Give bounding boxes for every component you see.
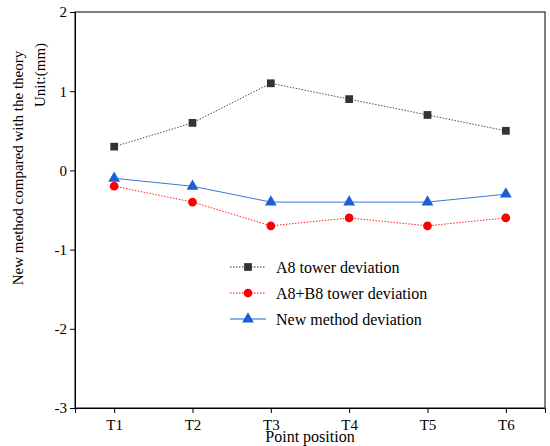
legend-marker xyxy=(242,312,254,322)
y-tick-label: 1 xyxy=(60,84,68,100)
plot: -3-2-1012T1T2T3T4T5T6A8 tower deviationA… xyxy=(55,4,546,432)
legend-label: New method deviation xyxy=(276,311,422,328)
y-tick: 1 xyxy=(60,84,76,100)
series-marker xyxy=(187,179,199,189)
series-line xyxy=(114,186,506,226)
legend-marker xyxy=(244,289,253,298)
series-marker xyxy=(110,143,118,151)
x-tick-mark xyxy=(271,408,272,413)
legend-entry: New method deviation xyxy=(230,311,422,328)
series-marker xyxy=(424,111,432,119)
x-tick: T6 xyxy=(498,408,515,433)
series-line xyxy=(114,83,506,146)
x-axis-line xyxy=(76,409,546,414)
series-marker xyxy=(110,182,119,191)
y-tick-mark xyxy=(70,408,75,409)
x-axis-title: Point position xyxy=(265,428,354,446)
y-axis-title: Unit:(mm) xyxy=(32,43,49,107)
y-tick-label: 0 xyxy=(60,163,68,179)
x-tick: T2 xyxy=(185,408,202,433)
y-tick-mark xyxy=(70,91,75,92)
y-tick-label: 2 xyxy=(60,4,68,20)
series-marker xyxy=(423,221,432,230)
x-tick-mark xyxy=(349,408,350,413)
series-marker xyxy=(265,195,277,205)
series-marker xyxy=(108,172,120,182)
y-tick-mark xyxy=(70,170,75,171)
legend-label: A8 tower deviation xyxy=(276,259,400,276)
series-marker xyxy=(189,119,197,127)
series-marker xyxy=(501,214,510,223)
series-marker xyxy=(267,79,275,87)
y-axis: -3 -2 -1 0 1 2 xyxy=(55,4,76,416)
plot-frame xyxy=(75,12,545,408)
legend-entry: A8 tower deviation xyxy=(230,259,400,276)
y-tick: 0 xyxy=(60,163,76,179)
y-axis-line xyxy=(70,13,76,409)
y-tick: -1 xyxy=(55,242,76,258)
series-marker xyxy=(345,95,353,103)
x-tick-mark xyxy=(114,408,115,413)
legend-entry: A8+B8 tower deviation xyxy=(230,285,427,302)
y-tick: 2 xyxy=(60,4,76,20)
y-axis-title: New method compared with the theory xyxy=(10,50,26,285)
x-tick-label: T5 xyxy=(420,417,437,433)
series-marker xyxy=(345,214,354,223)
y-tick-mark xyxy=(70,12,75,13)
x-tick-label: T6 xyxy=(498,417,515,433)
y-tick-mark xyxy=(70,250,75,251)
y-tick-mark xyxy=(70,329,75,330)
legend-marker xyxy=(244,263,252,271)
y-tick-label: -3 xyxy=(55,400,68,416)
series-marker xyxy=(266,221,275,230)
chart: -3-2-1012T1T2T3T4T5T6A8 tower deviationA… xyxy=(0,0,550,446)
x-tick-mark xyxy=(506,408,507,413)
x-tick-label: T1 xyxy=(106,417,123,433)
series-marker xyxy=(343,195,355,205)
x-tick: T5 xyxy=(420,408,437,433)
data-layer xyxy=(108,79,511,230)
series-marker xyxy=(422,195,434,205)
series-marker xyxy=(502,127,510,135)
series-marker xyxy=(188,198,197,207)
y-tick-label: -1 xyxy=(55,242,68,258)
legend-label: A8+B8 tower deviation xyxy=(276,285,427,302)
y-tick: -2 xyxy=(55,321,76,337)
x-tick: T1 xyxy=(106,408,123,433)
legend: A8 tower deviation A8+B8 tower deviation N… xyxy=(230,259,427,328)
x-tick-label: T2 xyxy=(185,417,202,433)
x-tick-mark xyxy=(428,408,429,413)
y-tick: -3 xyxy=(55,400,76,416)
series-line xyxy=(114,178,506,202)
series-marker xyxy=(500,187,512,197)
x-tick-mark xyxy=(193,408,194,413)
y-tick-label: -2 xyxy=(55,321,68,337)
